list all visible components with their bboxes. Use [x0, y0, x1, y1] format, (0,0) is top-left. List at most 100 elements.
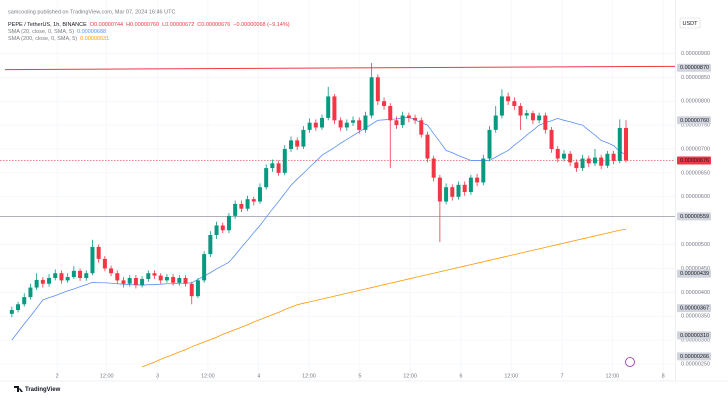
price-tag-label: 0.00000310: [680, 333, 709, 339]
candle-body: [549, 129, 554, 149]
candle-body: [437, 177, 442, 202]
candle-body: [22, 297, 27, 305]
candle-body: [245, 199, 250, 209]
legend-value: 0.00000688: [77, 29, 106, 35]
candle-body: [251, 199, 256, 202]
candle-body: [109, 268, 114, 274]
candle-body: [288, 140, 293, 149]
candle-body: [462, 184, 467, 192]
price-tag-label: 0.00000266: [680, 354, 709, 360]
x-tick-label: 12:00: [302, 373, 316, 379]
candle-body: [524, 113, 529, 116]
candle-body: [208, 234, 213, 255]
price-tag: [677, 352, 711, 361]
candle-body: [574, 162, 579, 169]
candle-body: [276, 163, 281, 173]
legend-entry: SMA (200, close, 0, SMA, 5) 0.00000531: [8, 36, 109, 42]
candle-body: [444, 187, 449, 202]
candle-body: [382, 101, 387, 106]
price-tag-label: 0.00000439: [680, 271, 709, 277]
candle-body: [493, 115, 498, 130]
candle-body: [9, 310, 14, 314]
price-tag: [677, 156, 711, 165]
y-tick-label: 0.00000800: [681, 99, 710, 105]
candle-body: [152, 273, 157, 276]
y-tick-label: 0.00000900: [681, 51, 710, 57]
candle-body: [419, 120, 424, 135]
x-tick-label: 4: [257, 373, 260, 379]
candle-body: [369, 77, 374, 116]
candle-body: [195, 280, 200, 297]
candle-body: [257, 187, 262, 202]
candle-body: [338, 120, 343, 128]
y-tick-label: 0.00000650: [681, 170, 710, 176]
candle-body: [450, 187, 455, 197]
candle-body: [499, 96, 504, 116]
candle-body: [599, 157, 604, 166]
x-tick-label: 5: [358, 373, 361, 379]
symbol: PEPE / TetherUS, 1h, BINANCE: [8, 22, 87, 28]
candle-body: [456, 184, 461, 197]
price-tag-label: 0.00000870: [680, 65, 709, 71]
candle-body: [140, 278, 145, 286]
legend: SMA (20, close, 0, SMA, 5) 0.00000688SMA …: [8, 29, 109, 42]
candle-body: [332, 96, 337, 121]
axes: 0.00000900 0.00000850 0.00000800 0.00000750…: [56, 51, 711, 379]
candle-body: [320, 117, 325, 128]
candle-body: [307, 122, 312, 130]
y-tick-label: 0.00000600: [681, 194, 710, 200]
trend-line: [4, 65, 676, 71]
candle-body: [53, 273, 58, 278]
candle-body: [127, 277, 132, 284]
ohlc-value: L0.00000672: [162, 22, 194, 28]
candle-body: [164, 277, 169, 281]
candle-body: [555, 148, 560, 159]
price-tag-label: 0.00000559: [680, 214, 709, 220]
candle-body: [239, 203, 244, 209]
x-tick-label: 7: [561, 373, 564, 379]
candle-body: [363, 115, 368, 130]
x-tick-label: 12:00: [605, 373, 619, 379]
candle-body: [605, 153, 610, 166]
candle-body: [47, 277, 52, 284]
currency[interactable]: USDT: [683, 21, 699, 27]
candle-body: [78, 270, 83, 278]
logo: TradingView: [25, 387, 61, 393]
price-tag: [677, 116, 711, 125]
candle-body: [214, 225, 219, 235]
candle-body: [481, 158, 486, 183]
logo-icon: [14, 386, 23, 392]
x-tick-label: 12:00: [403, 373, 417, 379]
plot: [0, 62, 676, 368]
candle-body: [177, 277, 182, 283]
candle-body: [413, 117, 418, 121]
candle-body: [431, 158, 436, 178]
candle-body: [226, 215, 231, 231]
price-tag-label: 0.00000760: [680, 118, 709, 124]
event-icon[interactable]: [625, 357, 635, 367]
candle-body: [351, 120, 356, 123]
x-tick-label: 12:00: [504, 373, 518, 379]
candle-body: [270, 163, 275, 169]
ohlc-value: C0.00000676: [197, 22, 230, 28]
candle-body: [568, 153, 573, 163]
symbol-legend: PEPE / TetherUS, 1h, BINANCE O0.00000744 H…: [8, 22, 290, 28]
candle-body: [59, 273, 64, 281]
candle-body: [506, 96, 511, 102]
candle-body: [313, 122, 318, 128]
candle-body: [71, 270, 76, 278]
y-tick-label: 0.00000700: [681, 146, 710, 152]
candle-body: [202, 254, 207, 281]
candle-body: [40, 279, 45, 284]
candle-body: [34, 279, 39, 288]
y-tick-label: 0.00000450: [681, 266, 710, 272]
y-tick-label: 0.00000750: [681, 123, 710, 129]
candle-body: [375, 77, 380, 102]
candle-body: [425, 134, 430, 159]
published-note: samcooling published on TradingView.com,…: [8, 9, 175, 15]
currency-box[interactable]: [679, 17, 701, 29]
candle-body: [400, 115, 405, 126]
candle-body: [146, 273, 151, 279]
candle-body: [326, 96, 331, 118]
price-tag: [677, 331, 711, 340]
